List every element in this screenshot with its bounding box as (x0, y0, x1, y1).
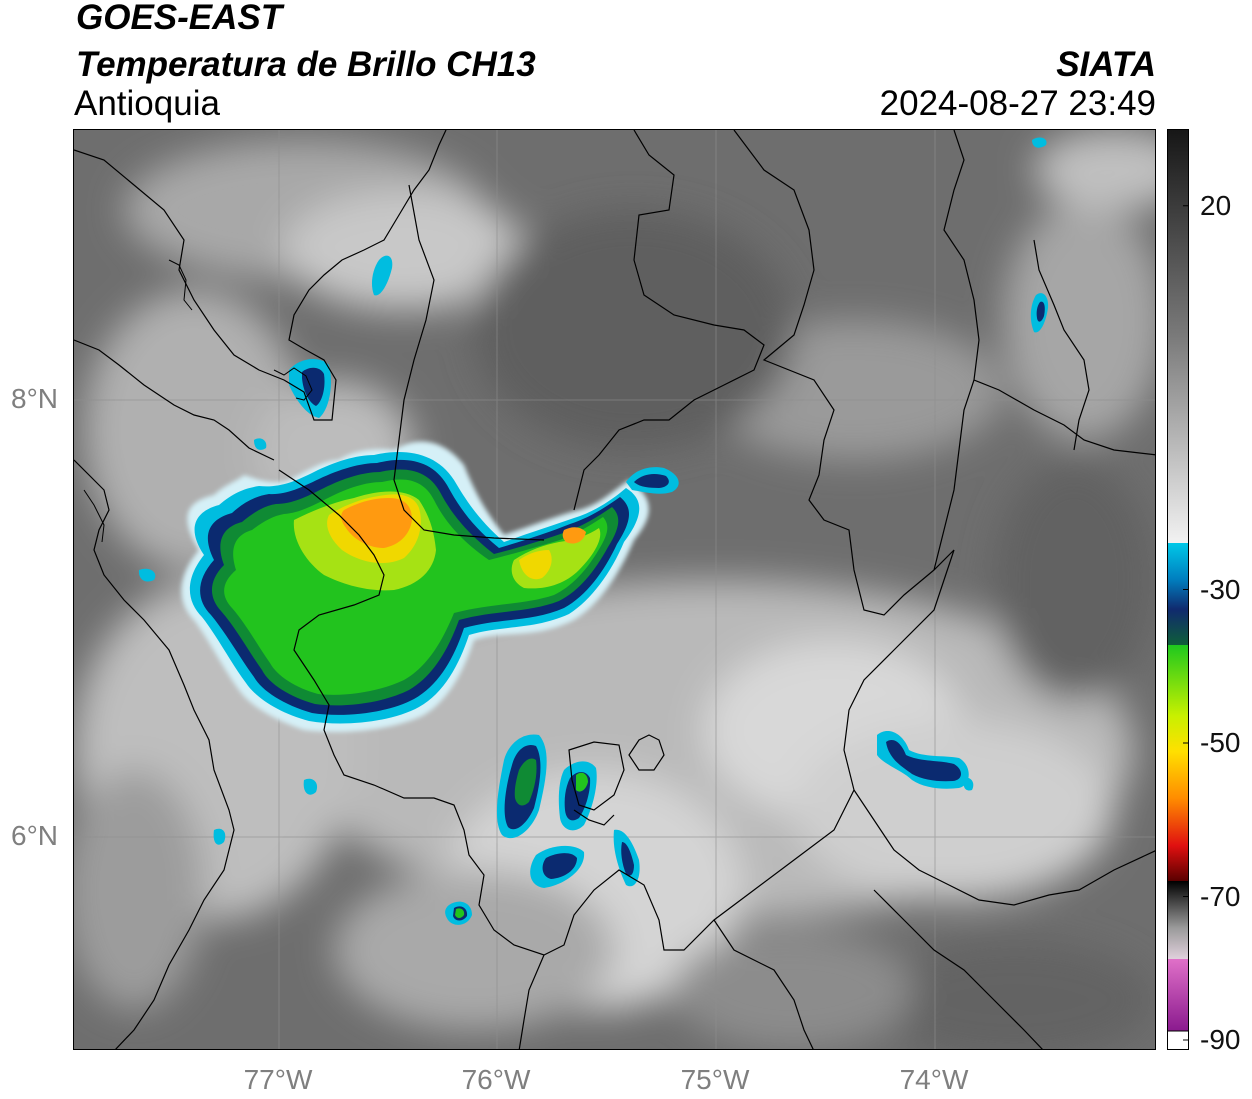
timestamp-label: 2024-08-27 23:49 (879, 84, 1156, 123)
colorbar-segment-cool (1167, 543, 1189, 645)
colorbar-segment-warm (1167, 645, 1189, 881)
colorbar-segment-gray (1167, 129, 1189, 543)
lon-label-75w: 75°W (680, 1064, 750, 1095)
lon-label-77w: 77°W (243, 1064, 313, 1095)
borders (74, 130, 1155, 1049)
colorbar-tick-label: 20 (1200, 189, 1232, 221)
colorbar-segment-pink (1167, 959, 1189, 1031)
coastline (83, 259, 313, 543)
product-title: Temperatura de Brillo CH13 (76, 45, 536, 84)
source-title: GOES-EAST (76, 0, 283, 37)
convective-cells-secondary (138, 137, 1049, 925)
colorbar-tick-label: -30 (1200, 573, 1241, 605)
convective-system-main (181, 441, 679, 732)
region-subtitle: Antioquia (74, 84, 220, 123)
colorbar-tick-label: -50 (1200, 727, 1241, 758)
lon-label-76w: 76°W (461, 1064, 531, 1095)
map-svg (74, 130, 1155, 1049)
colorbar-tick-label: -90 (1200, 1024, 1241, 1055)
organization-label: SIATA (1056, 45, 1156, 84)
lat-label-8n: 8°N (11, 383, 58, 414)
satellite-map (73, 129, 1156, 1050)
colorbar-segment-dark (1167, 881, 1189, 959)
colorbar-tick-label: -70 (1200, 880, 1241, 912)
lon-label-74w: 74°W (899, 1064, 969, 1095)
lat-label-6n: 6°N (11, 820, 58, 851)
colorbar-ticks (1183, 205, 1189, 1041)
colorbar (1167, 129, 1189, 1050)
